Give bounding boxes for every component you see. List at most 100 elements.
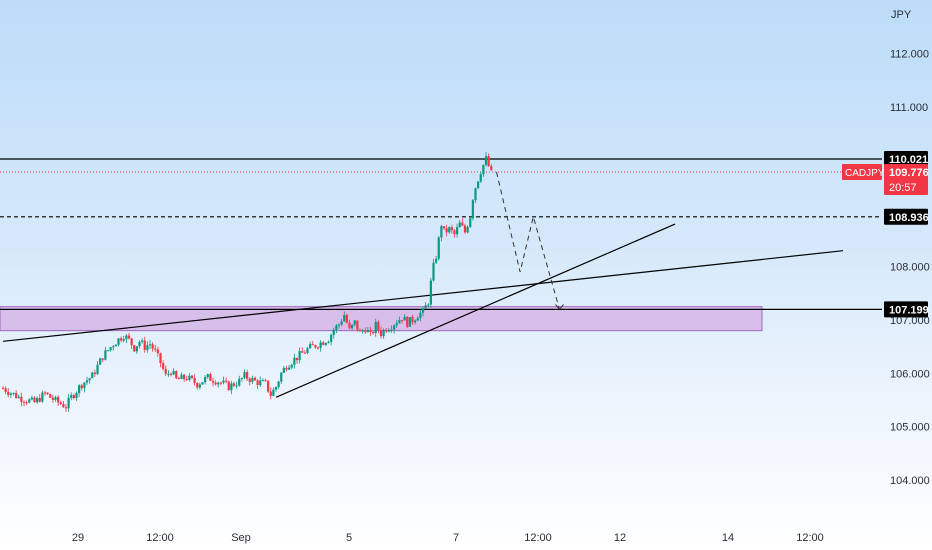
- candle-body: [51, 397, 54, 400]
- candle-body: [295, 357, 299, 361]
- candle-body: [343, 315, 346, 322]
- candle-body: [374, 321, 377, 333]
- candle-body: [67, 397, 70, 409]
- candle-body: [72, 395, 75, 399]
- candle-body: [240, 377, 243, 379]
- candle-body: [64, 407, 68, 409]
- candle-body: [183, 374, 186, 380]
- y-tick-label: 107.000: [890, 315, 930, 327]
- lower-trendline[interactable]: [2, 250, 844, 342]
- candle-body: [41, 392, 44, 402]
- candle-body: [288, 367, 291, 370]
- candle-body: [225, 380, 228, 382]
- candle-body: [484, 156, 488, 165]
- candle-body: [259, 380, 262, 386]
- x-tick-label: 14: [722, 532, 734, 544]
- candle-body: [177, 378, 180, 380]
- candle-body: [57, 397, 60, 403]
- candle-body: [70, 395, 73, 398]
- candle-body: [400, 320, 404, 322]
- candle-body: [280, 372, 283, 382]
- candle-body: [214, 382, 217, 385]
- last-price-tag-bg: [884, 164, 928, 196]
- candle-body: [322, 342, 325, 345]
- candle-body: [267, 380, 270, 392]
- candle-body: [277, 381, 280, 387]
- candle-body: [91, 372, 94, 379]
- candle-body: [390, 329, 393, 331]
- last-price-tag-text: 109.776: [889, 167, 929, 179]
- candle-body: [290, 364, 293, 368]
- symbol-tag[interactable]: CADJPY: [842, 164, 885, 181]
- candle-body: [125, 335, 128, 340]
- candle-body: [109, 347, 112, 351]
- candle-body: [311, 344, 314, 346]
- candle-body: [198, 384, 201, 388]
- mid-level-price-tag-bg: [884, 208, 928, 225]
- candle-body: [117, 338, 120, 345]
- candle-body: [148, 344, 152, 346]
- candle-body: [414, 320, 417, 323]
- candle-body: [146, 345, 149, 350]
- candle-body: [398, 320, 401, 324]
- candle-body: [416, 318, 419, 321]
- candle-body: [379, 330, 383, 337]
- candle-body: [253, 377, 257, 381]
- x-tick-label: 12:00: [146, 532, 174, 544]
- candle-body: [463, 225, 467, 233]
- candle-body: [83, 382, 86, 389]
- candle-body: [206, 374, 209, 378]
- candle-body: [30, 397, 33, 400]
- candle-body: [143, 340, 146, 350]
- candle-body: [127, 335, 131, 339]
- y-tick-label: 105.000: [890, 422, 930, 434]
- support-price-tag-text: 107.199: [889, 304, 929, 316]
- candle-body: [114, 344, 117, 347]
- candle-body: [324, 343, 327, 345]
- candle-body: [364, 330, 367, 333]
- y-tick-label: 112.000: [890, 49, 929, 61]
- candle-body: [112, 346, 115, 348]
- y-tick-label: 111.000: [890, 102, 928, 114]
- candle-body: [330, 334, 333, 342]
- candle-body: [133, 345, 136, 352]
- candle-body: [251, 377, 254, 382]
- candle-body: [232, 383, 236, 386]
- candle-body: [366, 330, 369, 333]
- candle-body: [469, 218, 472, 228]
- candle-body: [185, 379, 188, 381]
- candle-body: [340, 321, 343, 325]
- candle-body: [80, 385, 83, 389]
- candle-body: [351, 324, 354, 329]
- candle-body: [256, 380, 259, 386]
- candle-body: [337, 324, 341, 326]
- candle-body: [190, 375, 194, 378]
- candle-body: [135, 346, 138, 352]
- candle-body: [172, 370, 175, 375]
- candle-body: [1, 388, 5, 390]
- candle-body: [209, 374, 212, 381]
- candle-body: [332, 329, 335, 335]
- x-tick-label: 12:00: [796, 532, 824, 544]
- candle-body: [442, 226, 446, 229]
- candle-body: [106, 350, 110, 352]
- candle-body: [293, 357, 296, 365]
- candle-body: [419, 312, 422, 319]
- candle-body: [285, 367, 288, 370]
- candle-body: [424, 305, 427, 309]
- candle-body: [9, 393, 12, 395]
- symbol-tag-bg: [842, 164, 882, 181]
- candle-body: [316, 347, 320, 349]
- candle-body: [227, 381, 230, 391]
- candle-body: [12, 392, 15, 394]
- candle-body: [369, 330, 372, 333]
- candle-body: [456, 227, 459, 235]
- rising-trendline[interactable]: [275, 223, 676, 398]
- candle-body: [15, 392, 18, 399]
- projected-path[interactable]: [496, 171, 560, 310]
- candle-body: [303, 352, 306, 354]
- candle-body: [62, 404, 65, 408]
